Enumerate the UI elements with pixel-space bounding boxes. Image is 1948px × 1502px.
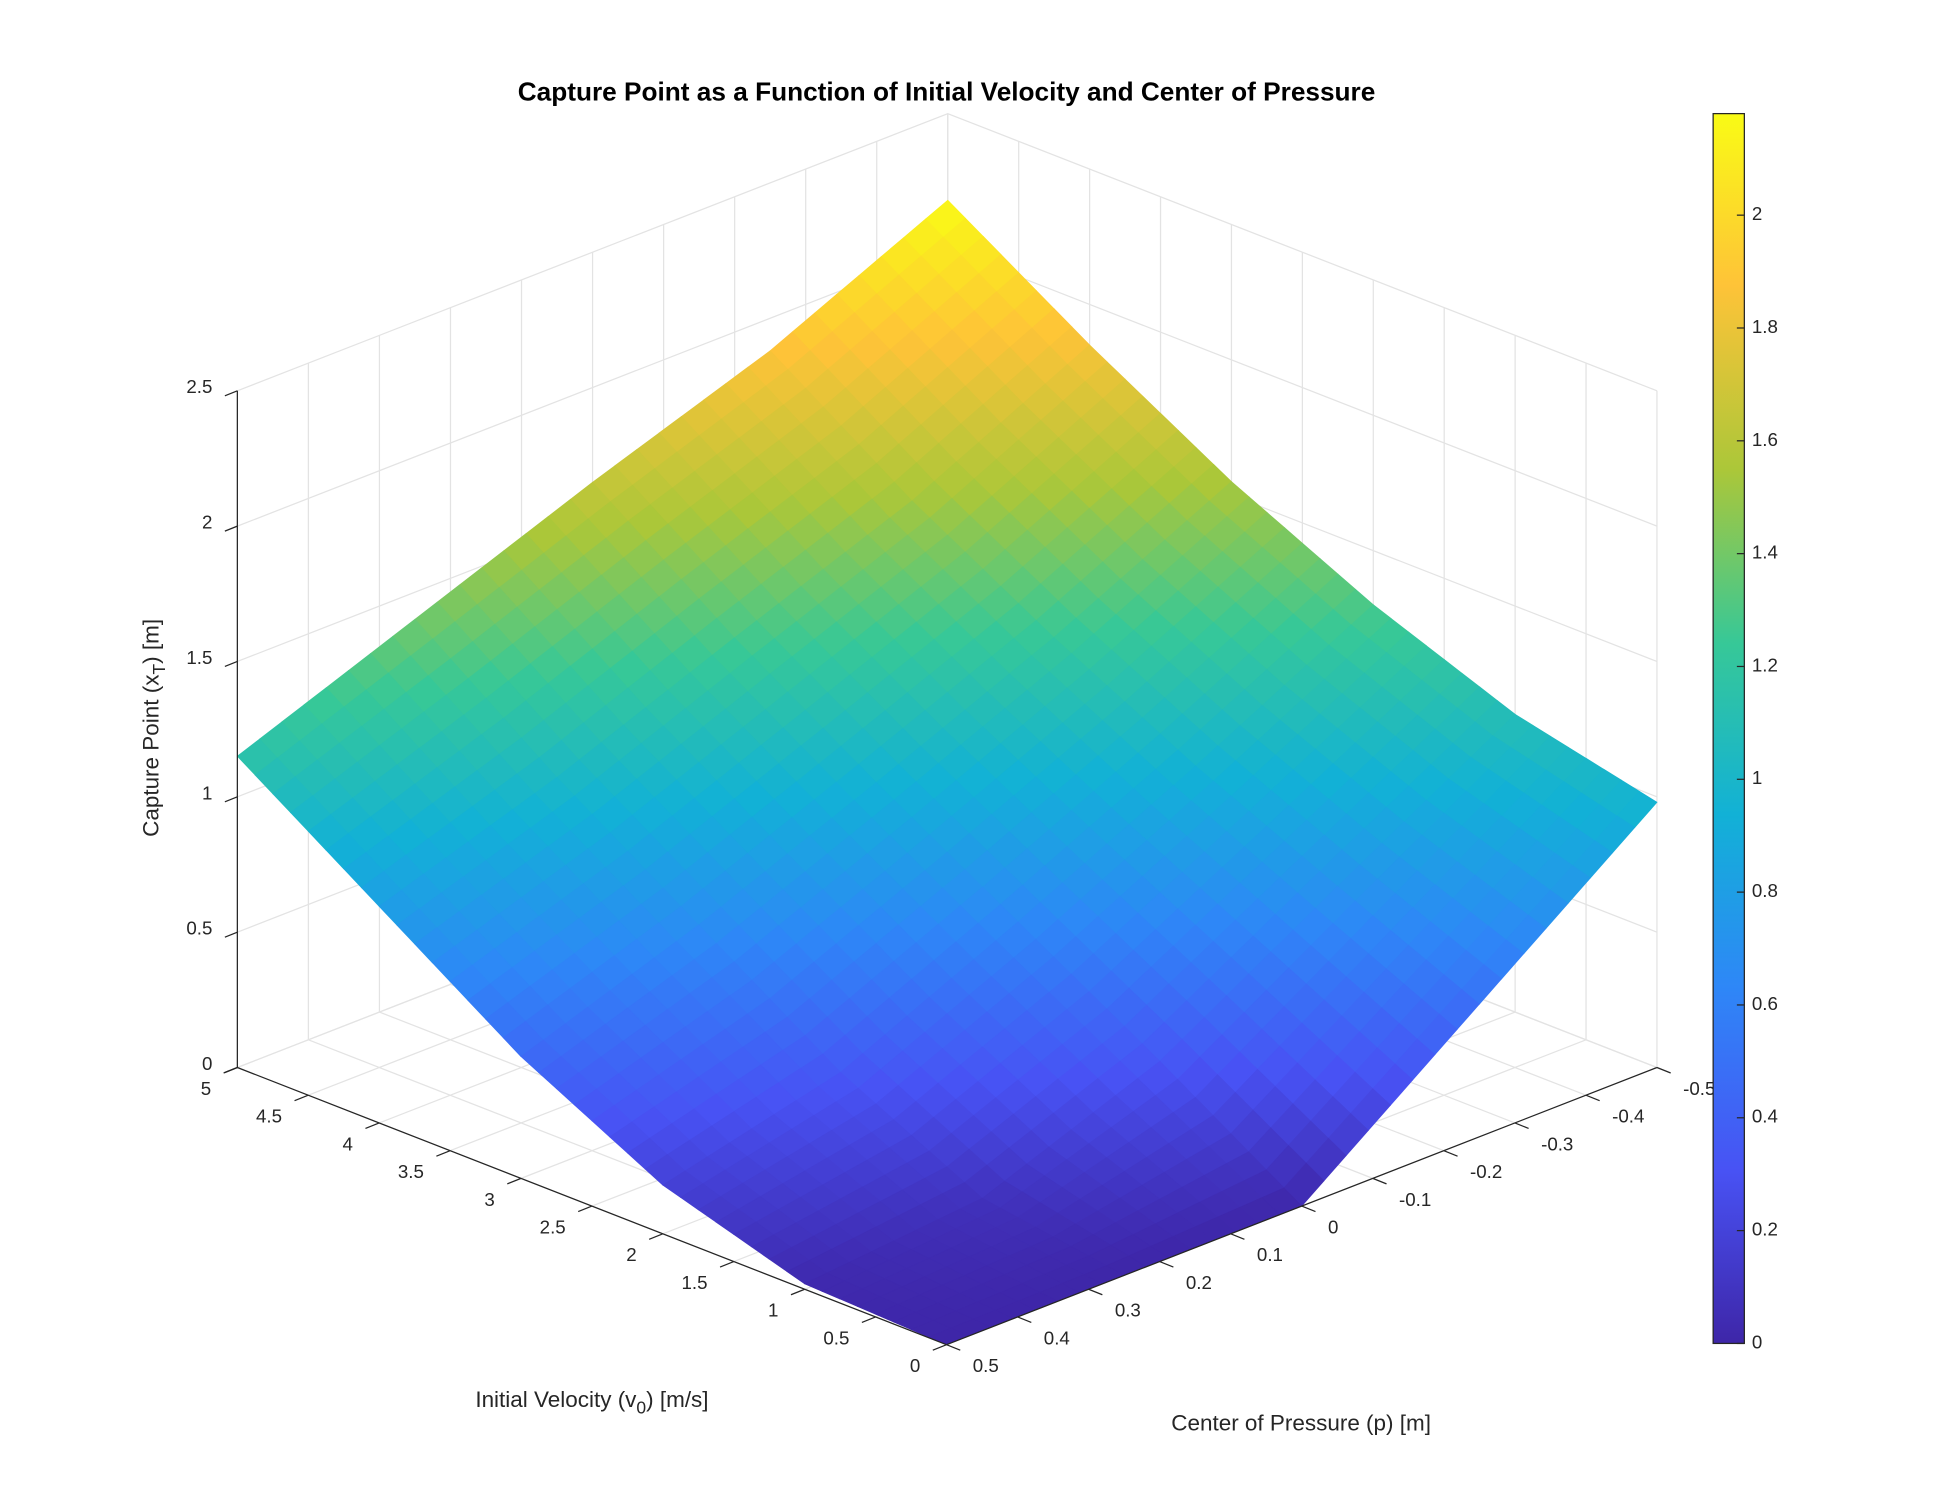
z-tick-label: 0 xyxy=(202,1053,212,1074)
y-tick xyxy=(1514,1122,1529,1130)
z-label-text: ) [m] xyxy=(138,619,163,664)
z-tick-label: 1 xyxy=(202,782,212,803)
z-tick xyxy=(224,796,238,803)
z-label-sub: T xyxy=(149,664,169,675)
y-tick xyxy=(1585,1094,1600,1102)
z-tick xyxy=(224,660,238,668)
z-tick xyxy=(224,525,238,532)
y-tick-label: 0 xyxy=(1328,1217,1338,1238)
x-tick-label: 2 xyxy=(626,1244,636,1265)
x-tick-label: 2.5 xyxy=(540,1217,566,1238)
z-tick-label: 0.5 xyxy=(186,918,212,939)
colorbar: 0 0.2 0.4 0.6 0.8 1 1.2 1.4 1.6 1.8 2 xyxy=(1712,112,1778,1352)
x-tick xyxy=(648,1233,664,1240)
x-tick xyxy=(223,1066,238,1074)
y-tick xyxy=(1443,1150,1458,1157)
y-tick xyxy=(1230,1233,1245,1240)
y-axis-label: Center of Pressure (p) [m] xyxy=(1171,1411,1431,1436)
x-tick-label: 4 xyxy=(343,1133,353,1154)
colorbar-tick-label: 0.4 xyxy=(1752,1106,1778,1127)
x-tick-label: 0 xyxy=(910,1355,920,1376)
x-tick xyxy=(861,1316,876,1324)
x-tick xyxy=(436,1150,451,1157)
x-tick xyxy=(507,1177,522,1185)
x-tick-label: 1.5 xyxy=(682,1272,708,1293)
y-tick-label: 0.5 xyxy=(973,1355,999,1376)
chart-title: Capture Point as a Function of Initial V… xyxy=(518,77,1376,107)
x-tick-label: 4.5 xyxy=(256,1106,282,1127)
y-tick-label: 0.4 xyxy=(1044,1327,1070,1348)
z-tick-label: 2.5 xyxy=(186,376,212,397)
colorbar-tick-label: 2 xyxy=(1752,203,1762,224)
y-tick-label: 0.3 xyxy=(1115,1300,1141,1321)
colorbar-tick-label: 1.2 xyxy=(1752,654,1778,675)
colorbar-tick-label: 0 xyxy=(1752,1331,1762,1352)
y-tick xyxy=(1159,1260,1174,1268)
y-tick xyxy=(1301,1205,1316,1213)
x-tick xyxy=(932,1344,947,1351)
x-label-text: ) [m/s] xyxy=(646,1387,708,1412)
colorbar-tick-label: 1.6 xyxy=(1752,429,1778,450)
colorbar-tick-label: 0.6 xyxy=(1752,993,1778,1014)
x-tick xyxy=(577,1205,593,1213)
z-tick-label: 1.5 xyxy=(186,647,212,668)
x-tick-label: 0.5 xyxy=(823,1327,849,1348)
colorbar-tick-label: 0.2 xyxy=(1752,1219,1778,1240)
z-axis-label: Capture Point (xT) [m] xyxy=(138,619,168,837)
x-label-sub: 0 xyxy=(636,1397,646,1417)
x-tick xyxy=(790,1288,805,1296)
x-axis-label: Initial Velocity (v0) [m/s] xyxy=(475,1387,708,1417)
y-tick xyxy=(1372,1177,1387,1185)
x-tick-label: 5 xyxy=(201,1078,211,1099)
colorbar-bar xyxy=(1712,112,1745,1345)
y-tick-label: 0.2 xyxy=(1186,1272,1212,1293)
colorbar-tick-label: 1 xyxy=(1752,767,1762,788)
x-label-text: Initial Velocity (v xyxy=(475,1387,637,1412)
y-tick xyxy=(946,1344,961,1351)
y-tick xyxy=(1088,1288,1103,1296)
x-tick xyxy=(365,1122,380,1130)
y-tick xyxy=(1017,1316,1032,1324)
z-tick xyxy=(224,390,238,397)
y-tick-label: -0.3 xyxy=(1541,1133,1573,1154)
x-tick xyxy=(719,1260,735,1268)
x-tick xyxy=(294,1094,309,1102)
colorbar-tick-label: 0.8 xyxy=(1752,880,1778,901)
x-tick-label: 3.5 xyxy=(398,1161,424,1182)
y-tick-label: -0.5 xyxy=(1683,1078,1715,1099)
z-label-text: Capture Point (x xyxy=(138,675,163,837)
x-tick-label: 1 xyxy=(768,1300,778,1321)
axes: 0 0.5 1 1.5 2 2.5 0 0.5 1 1.5 2 2.5 3 3.5 4 4.5 5 -0.5 -0.… xyxy=(186,376,1715,1376)
surface xyxy=(236,199,1658,1346)
y-tick-label: -0.2 xyxy=(1470,1161,1502,1182)
colorbar-tick-label: 1.4 xyxy=(1752,542,1778,563)
y-tick xyxy=(1656,1066,1671,1074)
colorbar-tick-label: 1.8 xyxy=(1752,316,1778,337)
y-tick-label: 0.1 xyxy=(1257,1244,1283,1265)
z-tick-label: 2 xyxy=(202,512,212,533)
z-tick xyxy=(224,931,238,938)
y-tick-label: -0.1 xyxy=(1399,1189,1431,1210)
x-tick-label: 3 xyxy=(484,1189,494,1210)
y-tick-label: -0.4 xyxy=(1612,1106,1644,1127)
